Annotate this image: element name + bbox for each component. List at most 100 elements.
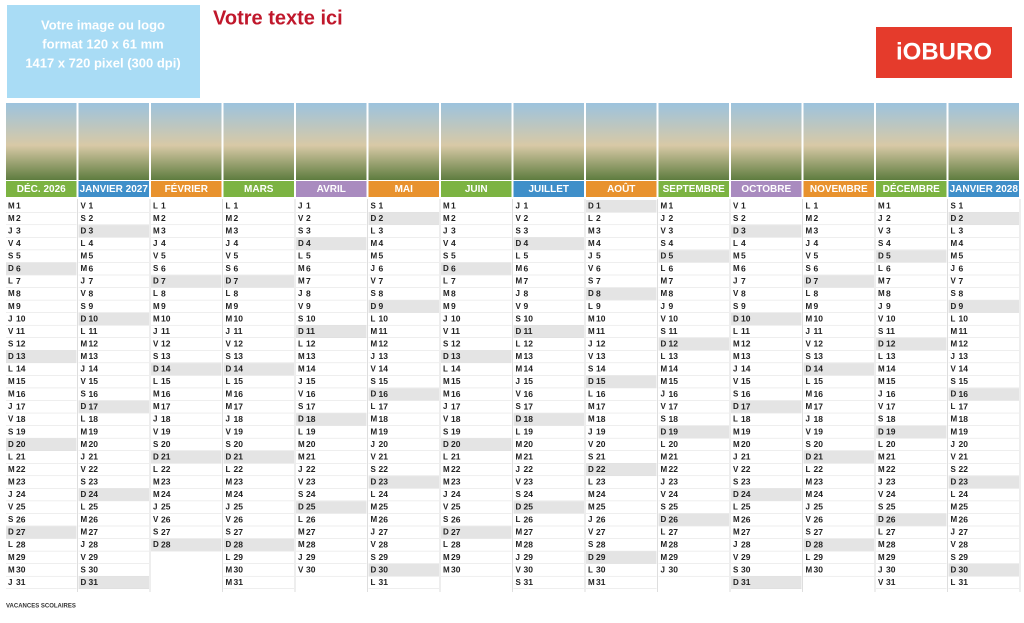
day-letter: M [153,490,160,499]
day-number: 13 [306,351,316,361]
day-letter: M [153,390,160,399]
day-letter: S [516,490,522,499]
day-number: 10 [669,313,679,323]
day-letter: J [806,239,810,248]
day-number: 20 [16,439,26,449]
day-letter: V [81,465,87,474]
day-number: 1 [89,201,94,211]
day-number: 1 [814,201,819,211]
day-number: 23 [161,477,171,487]
day-letter: J [226,239,230,248]
day-letter: D [661,515,667,524]
day-letter: M [371,239,378,248]
day-number: 18 [306,414,316,424]
logo-text: iOBURO [896,38,992,65]
day-number: 3 [596,226,601,236]
day-number: 10 [741,313,751,323]
day-letter: V [661,314,667,323]
day-letter: M [661,377,668,386]
day-letter: S [661,239,667,248]
day-letter: D [81,490,87,499]
day-letter: J [878,214,882,223]
day-letter: D [371,565,377,574]
day-number: 2 [89,213,94,223]
day-number: 28 [451,539,461,549]
day-number: 9 [16,301,21,311]
day-number: 9 [306,301,311,311]
day-number: 26 [524,514,534,524]
day-letter: M [443,289,450,298]
day-number: 9 [161,301,166,311]
day-letter: S [81,390,87,399]
day-letter: D [8,440,14,449]
day-number: 15 [669,376,679,386]
day-number: 4 [814,238,819,248]
day-letter: M [298,452,305,461]
sunday-band [296,413,367,426]
day-number: 21 [161,452,171,462]
day-number: 25 [16,502,26,512]
sunday-band [223,363,294,376]
day-letter: L [298,427,303,436]
day-letter: J [733,365,737,374]
sunday-band [368,300,439,313]
day-letter: D [588,289,594,298]
day-letter: V [661,490,667,499]
day-number: 3 [741,226,746,236]
day-number: 17 [814,401,824,411]
day-letter: V [516,565,522,574]
day-number: 9 [89,301,94,311]
day-number: 14 [234,364,244,374]
day-number: 15 [524,376,534,386]
day-number: 21 [524,452,534,462]
sunday-band [658,425,729,438]
day-letter: J [806,327,810,336]
day-letter: J [226,503,230,512]
day-number: 16 [886,389,896,399]
sunday-band [876,513,947,526]
day-number: 16 [234,389,244,399]
day-letter: D [8,352,14,361]
day-letter: M [661,289,668,298]
day-number: 31 [89,577,99,587]
sunday-band [441,262,512,275]
day-number: 23 [741,477,751,487]
day-number: 13 [596,351,606,361]
day-letter: M [443,302,450,311]
sunday-band [78,312,149,325]
day-number: 22 [959,464,969,474]
day-letter: L [443,452,448,461]
sunday-band [441,526,512,539]
day-number: 2 [306,213,311,223]
day-number: 11 [741,326,750,336]
day-number: 16 [161,389,171,399]
day-letter: M [661,540,668,549]
day-number: 15 [886,376,896,386]
sunday-band [368,388,439,401]
day-letter: D [516,239,522,248]
day-number: 5 [596,251,601,261]
day-number: 19 [886,426,896,436]
day-number: 8 [306,288,311,298]
day-letter: L [878,352,883,361]
day-letter: D [81,314,87,323]
day-letter: D [733,314,739,323]
day-letter: L [951,402,956,411]
day-number: 6 [669,263,674,273]
sunday-band [731,576,802,589]
day-letter: S [733,302,739,311]
day-letter: M [733,515,740,524]
day-number: 2 [596,213,601,223]
day-letter: J [226,415,230,424]
sunday-band [151,451,222,464]
day-number: 10 [379,313,389,323]
day-letter: J [371,352,375,361]
day-letter: S [371,465,377,474]
day-letter: D [298,503,304,512]
day-number: 27 [379,527,389,537]
day-letter: L [153,201,158,210]
month-name: DÉC. 2026 [17,182,66,195]
day-letter: M [806,314,813,323]
day-number: 13 [234,351,244,361]
sunday-band [223,538,294,551]
